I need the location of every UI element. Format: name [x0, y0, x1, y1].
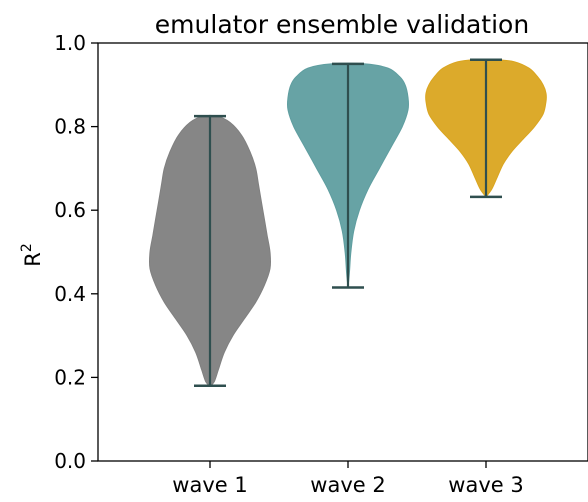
y-tick-label: 0.6 [54, 198, 86, 222]
y-axis-label: R2 [19, 243, 45, 267]
x-tick-label: wave 2 [310, 473, 385, 497]
y-axis-label-superscript: 2 [19, 243, 35, 252]
y-tick-label: 0.0 [54, 449, 86, 473]
y-axis-label-base: R [21, 252, 45, 267]
plot-frame [97, 42, 588, 462]
y-tick-label: 0.8 [54, 115, 86, 139]
x-tick-label: wave 3 [448, 473, 523, 497]
y-tick-label: 0.4 [54, 282, 86, 306]
y-tick-label: 1.0 [54, 31, 86, 55]
chart-title: emulator ensemble validation [155, 10, 529, 39]
plot-area: 0.0 0.2 0.4 0.6 0.8 1.0 wave 1 wave 2 wave 3 [54, 31, 588, 497]
x-tick-label: wave 1 [172, 473, 247, 497]
y-tick-label: 0.2 [54, 365, 86, 389]
